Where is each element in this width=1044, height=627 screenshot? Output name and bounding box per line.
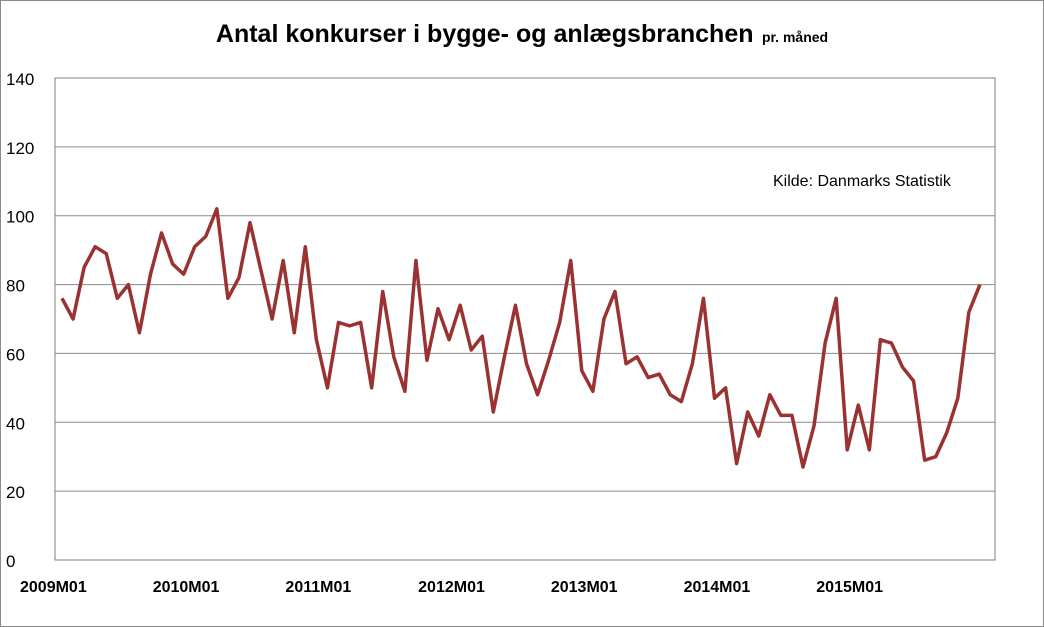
x-axis-ticks: 2009M01 2010M01 2011M01 2012M01 2013M01 2014M… [20,579,883,596]
y-axis-ticks: 0 20 40 60 80 100 120 140 [6,70,34,571]
x-tick-label-2013M01: 2013M01 [551,579,618,596]
x-tick-label-2010M01: 2010M01 [153,579,220,596]
y-tick-label-40: 40 [6,414,25,433]
y-tick-label-20: 20 [6,483,25,502]
series-line [60,207,982,469]
y-tick-label-100: 100 [6,208,34,227]
x-tick-label-2014M01: 2014M01 [684,579,751,596]
source-annotation: Kilde: Danmarks Statistik [773,173,952,190]
x-tick-label-2012M01: 2012M01 [418,579,485,596]
gridlines [55,146,995,492]
y-tick-label-60: 60 [6,345,25,364]
plot-border [54,77,996,561]
y-tick-label-80: 80 [6,277,25,296]
plot-area [54,77,996,561]
chart-title-main: Antal konkurser i bygge- og anlægsbranch… [215,20,754,48]
x-tick-label-2015M01: 2015M01 [816,579,883,596]
y-tick-label-140: 140 [6,70,34,89]
chart-subtitle: pr. måned [761,29,829,45]
x-tick-label-2011M01: 2011M01 [285,579,351,596]
y-tick-label-0: 0 [6,552,15,571]
y-tick-label-120: 120 [6,139,34,158]
x-tick-label-2009M01: 2009M01 [20,579,87,596]
chart-title: Antal konkurser i bygge- og anlægsbranch… [0,20,1044,49]
